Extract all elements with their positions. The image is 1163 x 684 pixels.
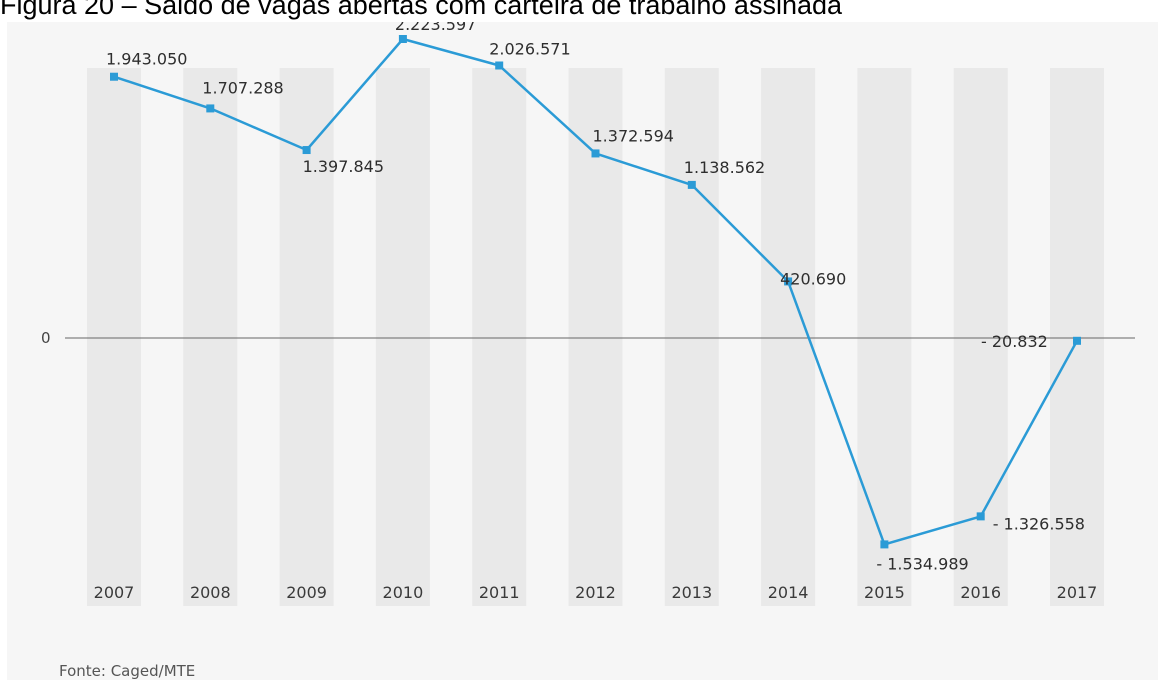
column-band xyxy=(568,68,623,606)
data-labels: 1.943.050 1.707.288 1.397.845 2.223.597 2.02… xyxy=(106,22,1085,573)
data-label: 1.138.562 xyxy=(684,158,765,177)
column-band xyxy=(87,68,141,606)
column-band xyxy=(279,68,334,606)
x-tick-label: 2015 xyxy=(864,583,905,602)
source-note: Fonte: Caged/MTE xyxy=(59,662,196,680)
data-label: - 1.534.989 xyxy=(876,554,968,573)
data-label: 2.223.597 xyxy=(395,22,476,34)
chart-panel: 0 1.943.050 1.707.288 1.397.845 2.223.597 2.… xyxy=(7,22,1158,680)
figure-caption: Figura 20 – Saldo de vagas abertas com c… xyxy=(0,0,843,20)
data-label: 2.026.571 xyxy=(489,39,570,58)
column-band xyxy=(375,68,430,606)
x-tick-label: 2011 xyxy=(479,583,520,602)
x-tick-label: 2013 xyxy=(671,583,712,602)
data-marker xyxy=(976,512,985,521)
data-label: 420.690 xyxy=(780,269,846,288)
x-tick-label: 2014 xyxy=(768,583,809,602)
data-marker xyxy=(110,72,118,81)
x-tick-label: 2007 xyxy=(94,583,135,602)
x-tick-label: 2017 xyxy=(1057,583,1098,602)
line-chart: 0 1.943.050 1.707.288 1.397.845 2.223.597 2.… xyxy=(41,22,1135,606)
data-label: - 20.832 xyxy=(981,332,1048,351)
data-marker xyxy=(784,277,793,286)
column-band xyxy=(472,68,527,606)
x-tick-label: 2008 xyxy=(190,583,231,602)
x-tick-label: 2016 xyxy=(960,583,1001,602)
data-marker xyxy=(206,104,215,113)
data-marker xyxy=(591,149,600,158)
data-label: - 1.326.558 xyxy=(993,514,1085,533)
column-band xyxy=(857,68,912,606)
data-marker xyxy=(495,61,504,70)
data-label: 1.397.845 xyxy=(303,157,384,176)
data-label: 1.707.288 xyxy=(202,78,283,97)
column-band xyxy=(183,68,238,606)
column-band xyxy=(761,68,816,606)
data-marker xyxy=(1073,336,1081,345)
data-marker xyxy=(398,35,407,43)
column-band xyxy=(664,68,719,606)
data-label: 1.943.050 xyxy=(106,50,187,69)
x-tick-label: 2010 xyxy=(383,583,424,602)
data-marker xyxy=(880,540,889,549)
x-tick-label: 2009 xyxy=(286,583,327,602)
data-marker xyxy=(302,146,311,155)
y-tick-label-zero: 0 xyxy=(41,329,51,347)
data-markers xyxy=(110,35,1081,549)
x-axis-tick-labels: 2007 2008 2009 2010 2011 2012 2013 2014 2015 2016… xyxy=(94,583,1098,602)
data-marker xyxy=(687,180,696,189)
data-label: 1.372.594 xyxy=(593,126,674,145)
x-tick-label: 2012 xyxy=(575,583,616,602)
